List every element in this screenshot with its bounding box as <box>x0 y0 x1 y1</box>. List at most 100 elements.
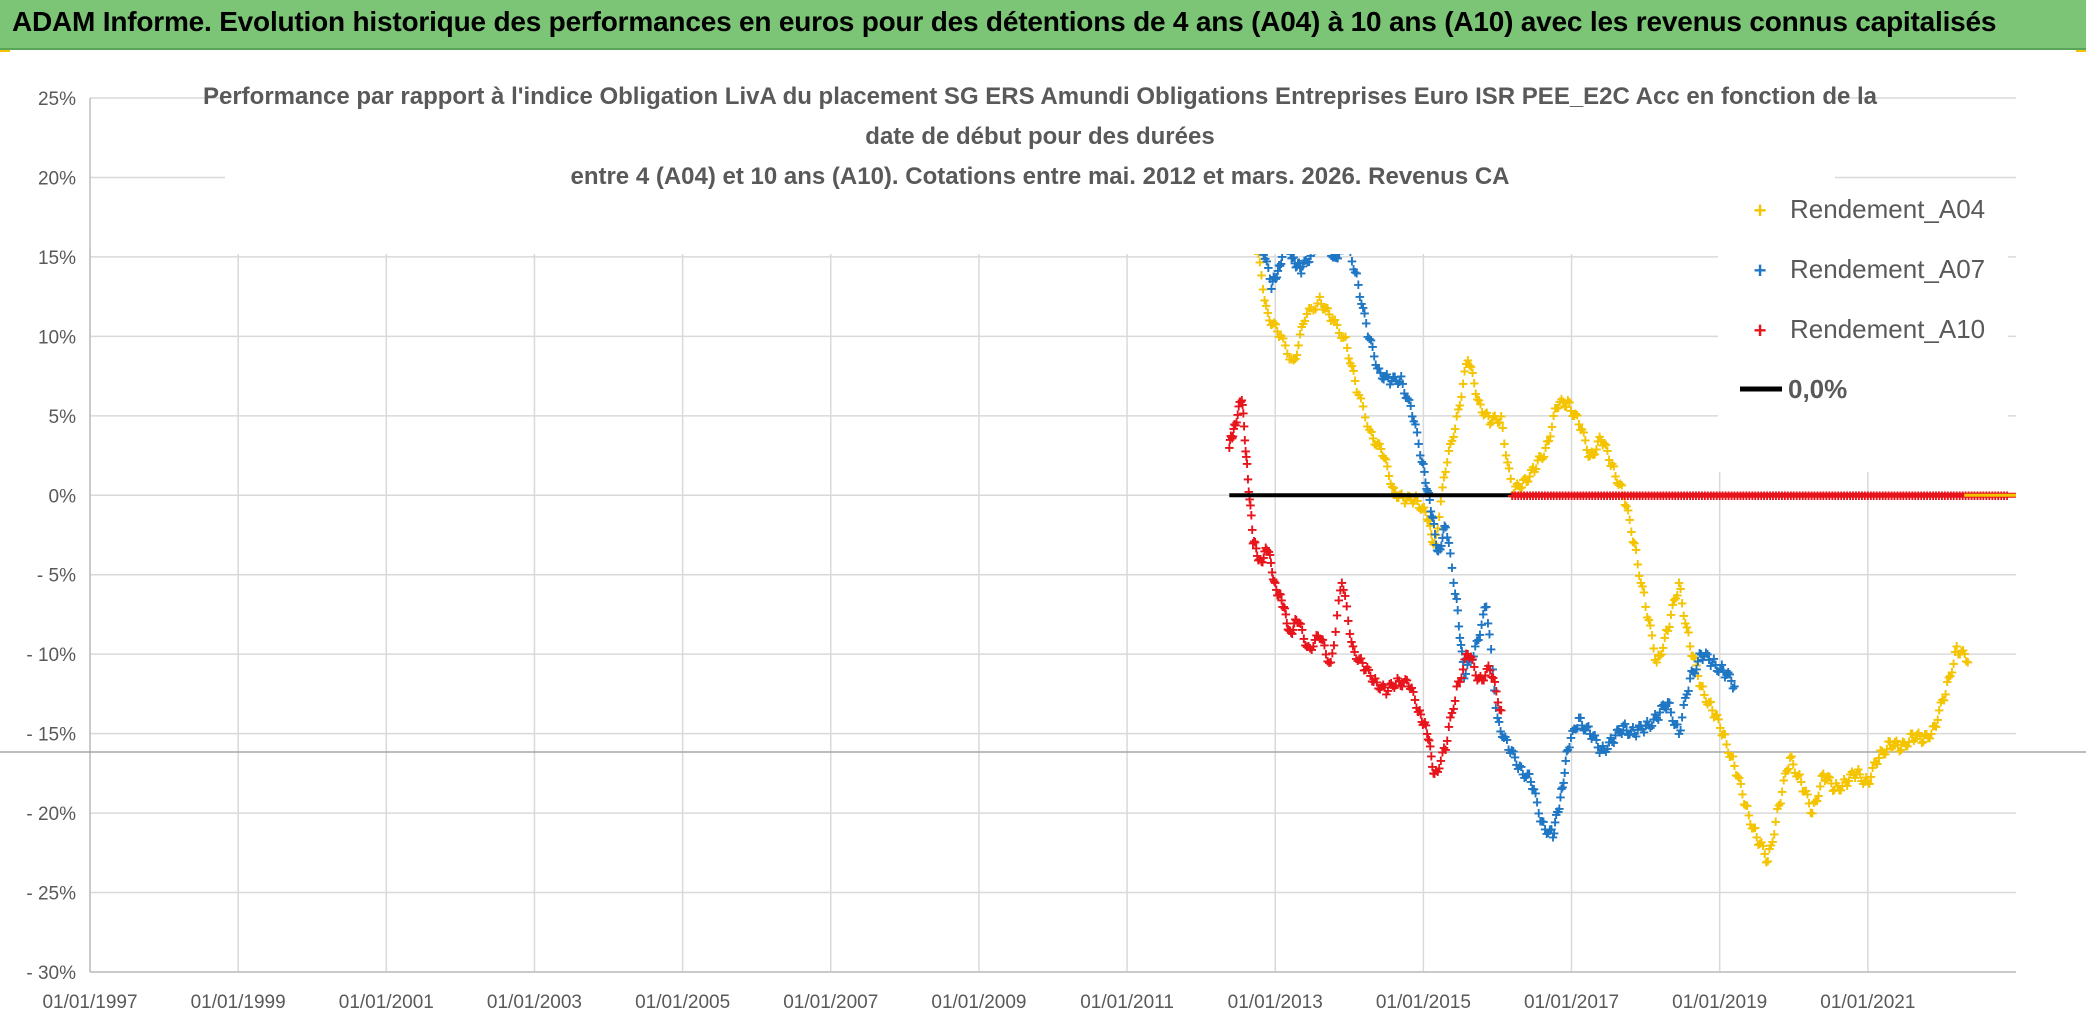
y-tick-label: - 5% <box>37 566 76 587</box>
series-a04-point-fill: + <box>1445 434 1455 453</box>
series-a10-point-fill: + <box>1253 551 1263 570</box>
series-a10-point-fill: + <box>1279 597 1289 616</box>
series-a04-point: + <box>1730 756 1740 775</box>
series-a07-point-fill: + <box>1410 415 1420 434</box>
series-a04-point-fill: + <box>1526 461 1536 480</box>
x-tick-label: 01/01/1997 <box>42 992 137 1013</box>
series-a07-point-fill: + <box>1582 718 1592 737</box>
series-a07-point-fill: + <box>1642 712 1652 731</box>
series-a04-point-fill: + <box>1747 819 1757 838</box>
series-a07-point-fill: + <box>1572 719 1582 738</box>
series-a04-point-fill: + <box>1455 396 1465 415</box>
series-a04-point-fill: + <box>1931 718 1941 737</box>
series-a07-point-fill: + <box>1457 642 1467 661</box>
series-a10-point-fill: + <box>1226 427 1236 446</box>
series-a04-point-fill: + <box>1914 724 1924 743</box>
series-a10-point-fill: + <box>1294 614 1304 633</box>
series-a07-point: + <box>1548 828 1558 847</box>
series-a07-point-fill: + <box>1571 720 1581 739</box>
series-a10-point: + <box>1422 725 1432 744</box>
series-a04-point-fill: + <box>1304 299 1314 318</box>
series-a10-point-fill: + <box>1386 674 1396 693</box>
series-a04-point-fill: + <box>1798 782 1808 801</box>
series-a07-point-fill: + <box>1679 696 1689 715</box>
series-a07-point-fill: + <box>1425 490 1435 509</box>
series-a04-point-fill: + <box>1679 606 1689 625</box>
x-tick-label: 01/01/2011 <box>1080 992 1174 1013</box>
series-a07-point: + <box>1574 709 1584 728</box>
report-title: ADAM Informe. Evolution historique des p… <box>12 6 1997 37</box>
x-tick-label: 01/01/2003 <box>487 992 582 1013</box>
series-a10-point-fill: + <box>1461 644 1471 663</box>
report-banner: ADAM Informe. Evolution historique des p… <box>0 0 2086 50</box>
series-a04-point-fill: + <box>1742 796 1752 815</box>
series-a04-point: + <box>1696 677 1706 696</box>
series-a04-point-fill: + <box>1903 737 1913 756</box>
series-a07-point-fill: + <box>1622 721 1632 740</box>
series-a04-point-fill: + <box>1426 525 1436 544</box>
series-a04-point-fill: + <box>1817 766 1827 785</box>
series-a04-point-fill: + <box>1503 453 1513 472</box>
series-a04-point-fill: + <box>1354 386 1364 405</box>
series-a07-point: + <box>1330 248 1340 267</box>
series-a10-point-fill: + <box>1281 605 1291 624</box>
series-a04-point-fill: + <box>1603 442 1613 461</box>
series-a04-point-fill: + <box>1699 685 1709 704</box>
series-a07-point-fill: + <box>1661 700 1671 719</box>
series-a04-point-fill: + <box>1736 775 1746 794</box>
series-a04-point-fill: + <box>1285 350 1295 369</box>
series-a04-point-fill: + <box>1512 474 1522 493</box>
series-a04-point-fill: + <box>1347 357 1357 376</box>
series-a04-point-fill: + <box>1842 776 1852 795</box>
series-a10-point-fill: + <box>1250 533 1260 552</box>
series-a10-point-fill: + <box>1288 621 1298 640</box>
series-a07-point: + <box>1596 741 1606 760</box>
series-a04-point-fill: + <box>1323 299 1333 318</box>
series-a04-point-fill: + <box>1671 589 1681 608</box>
series-a10-point-fill: + <box>1332 606 1342 625</box>
series-a10-point: + <box>1263 542 1273 561</box>
series-a04-point-fill: + <box>1614 475 1624 494</box>
series-a10-point-fill: + <box>1383 681 1393 700</box>
series-a07-point-fill: + <box>1439 520 1449 539</box>
series-a04-point-fill: + <box>1887 739 1897 758</box>
series-a07-point-fill: + <box>1609 733 1619 752</box>
series-a07-point-fill: + <box>1540 820 1550 839</box>
series-a10-point-fill: + <box>1282 614 1292 633</box>
series-a07-point-fill: + <box>1591 730 1601 749</box>
series-a10-point-fill: + <box>1405 679 1415 698</box>
series-a07-point-fill: + <box>1377 369 1387 388</box>
series-a10-point-fill: + <box>1375 680 1385 699</box>
series-a04-point-fill: + <box>1925 729 1935 748</box>
series-a07-point-fill: + <box>1292 257 1302 276</box>
series-a07-point-fill: + <box>1521 767 1531 786</box>
series-a07-point-fill: + <box>1557 779 1567 798</box>
series-a04-point-fill: + <box>1809 793 1819 812</box>
series-a04-point-fill: + <box>1961 652 1971 671</box>
series-a07-point-fill: + <box>1580 721 1590 740</box>
series-a04-point-fill: + <box>1728 747 1738 766</box>
series-a04-point-fill: + <box>1714 710 1724 729</box>
series-a04-point-fill: + <box>1906 725 1916 744</box>
series-a10-point-fill: + <box>1271 581 1281 600</box>
series-a04-point-fill: + <box>1617 476 1627 495</box>
series-a04-point: + <box>1630 534 1640 553</box>
series-a07-point-fill: + <box>1486 640 1496 659</box>
series-a04-point-fill: + <box>1292 345 1302 364</box>
series-a07-point: + <box>1363 327 1373 346</box>
series-a04-point-fill: + <box>1298 315 1308 334</box>
series-a10-point-fill: + <box>1389 679 1399 698</box>
series-a07-point-fill: + <box>1564 738 1574 757</box>
series-a10-point-fill: + <box>1323 652 1333 671</box>
series-a04-point-fill: + <box>1715 718 1725 737</box>
series-a10-point-fill: + <box>1236 393 1246 412</box>
series-a04-point-fill: + <box>1568 407 1578 426</box>
legend-label-a07: Rendement_A07 <box>1790 254 1985 284</box>
series-a10-point: + <box>1441 741 1451 760</box>
x-tick-label: 01/01/2021 <box>1820 992 1915 1013</box>
series-a07-point-fill: + <box>1560 764 1570 783</box>
series-a07-point-fill: + <box>1532 793 1542 812</box>
series-a07-point-fill: + <box>1429 515 1439 534</box>
series-a04-point: + <box>1685 637 1695 656</box>
series-a07-point: + <box>1426 502 1436 521</box>
